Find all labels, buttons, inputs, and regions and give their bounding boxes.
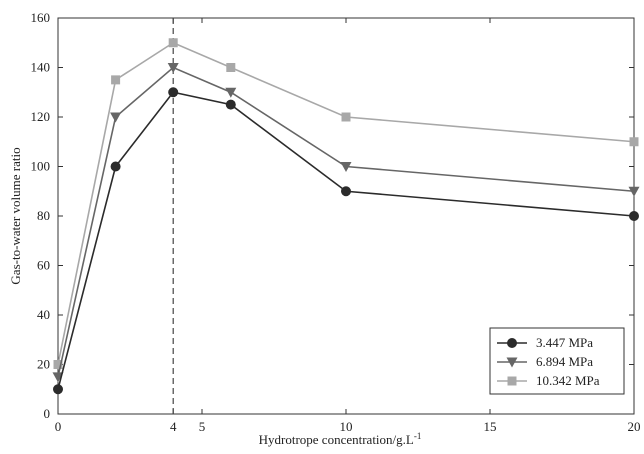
x-axis-label-superscript: -1 — [414, 431, 422, 441]
data-point — [168, 38, 178, 48]
data-point — [225, 87, 237, 98]
y-tick-label: 0 — [44, 406, 51, 421]
legend-marker — [507, 338, 517, 348]
x-axis-label-group: Hydrotrope concentration/g.L-1 — [259, 431, 422, 447]
data-point — [111, 75, 121, 85]
series-layer — [52, 38, 640, 395]
y-tick-label: 80 — [37, 208, 50, 223]
series-line — [57, 66, 635, 378]
data-point — [629, 211, 639, 221]
y-tick-label: 160 — [31, 10, 51, 25]
series-circle — [53, 87, 639, 395]
data-point — [629, 137, 639, 147]
legend: 3.447 MPa 6.894 MPa 10.342 MPa — [489, 327, 625, 395]
data-point — [53, 384, 63, 395]
y-axis-label: Gas-to-water volume ratio — [8, 147, 23, 284]
legend-label: 10.342 MPa — [536, 373, 600, 388]
y-axis-ticks: 0 20 40 60 80 100 120 140 160 — [31, 10, 634, 421]
data-point — [53, 360, 63, 369]
x-tick-label: 5 — [199, 419, 206, 434]
y-tick-label: 20 — [37, 357, 50, 372]
data-point — [225, 99, 236, 110]
x-tick-label: 15 — [484, 419, 497, 434]
x-tick-label: 0 — [55, 419, 62, 434]
x-axis-label: Hydrotrope concentration/g.L — [259, 432, 414, 447]
data-point — [167, 63, 179, 73]
data-point — [226, 63, 236, 72]
y-tick-label: 60 — [37, 258, 50, 273]
data-point — [340, 162, 352, 172]
data-point — [341, 112, 351, 122]
series-line — [57, 41, 635, 365]
data-point — [628, 186, 640, 197]
series-square — [53, 38, 639, 369]
y-tick-label: 40 — [37, 307, 50, 322]
x-tick-label: 20 — [628, 419, 641, 434]
x-axis-ticks: 0 4 5 10 15 20 — [55, 18, 641, 434]
data-point — [341, 186, 351, 197]
x-tick-label: 4 — [170, 419, 177, 434]
y-tick-label: 140 — [31, 60, 51, 75]
data-point — [110, 112, 122, 123]
data-point — [168, 87, 179, 98]
y-tick-label: 100 — [31, 159, 51, 174]
x-tick-label: 10 — [340, 419, 353, 434]
legend-label: 3.447 MPa — [536, 335, 593, 350]
series-triangle-down — [52, 63, 640, 383]
data-point — [110, 161, 121, 172]
legend-marker — [506, 357, 518, 368]
series-line — [57, 91, 635, 390]
legend-label: 6.894 MPa — [536, 354, 593, 369]
y-tick-label: 120 — [31, 109, 51, 124]
legend-marker — [507, 376, 517, 386]
data-point — [52, 372, 64, 383]
